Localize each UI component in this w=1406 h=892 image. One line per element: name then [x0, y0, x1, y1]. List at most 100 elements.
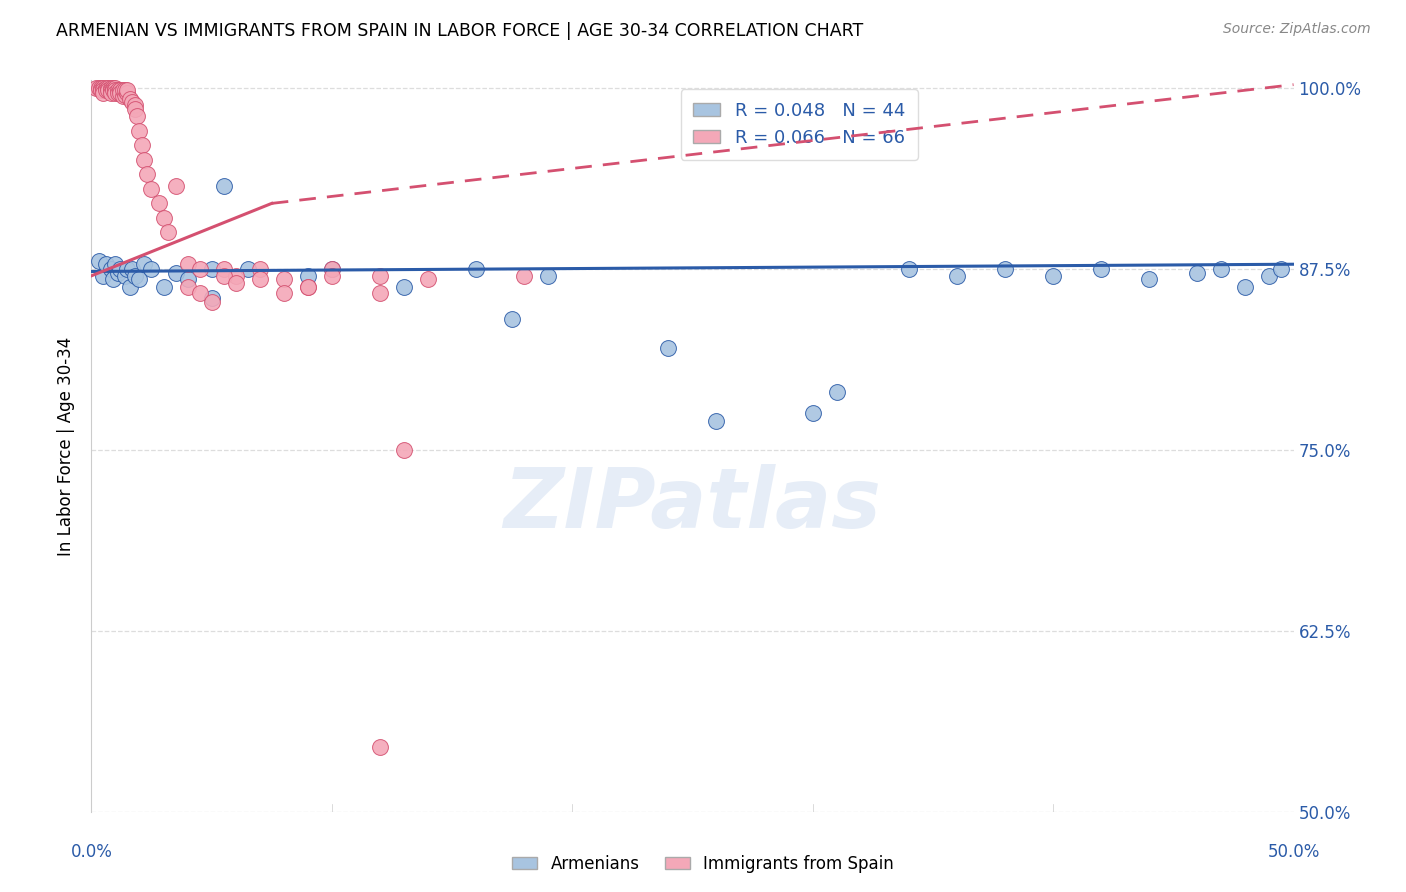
Point	[249, 271, 271, 285]
Point	[201, 261, 224, 276]
Point	[124, 102, 146, 116]
Point	[101, 271, 124, 285]
Point	[131, 138, 153, 153]
Point	[465, 261, 488, 276]
Point	[117, 261, 139, 276]
Point	[93, 80, 115, 95]
Point	[321, 261, 343, 276]
Point	[273, 286, 295, 301]
Point	[165, 179, 187, 194]
Point	[176, 280, 198, 294]
Y-axis label: In Labor Force | Age 30-34: In Labor Force | Age 30-34	[58, 336, 76, 556]
Point	[897, 261, 920, 276]
Point	[1211, 261, 1233, 276]
Point	[93, 83, 115, 97]
Point	[114, 83, 136, 97]
Point	[148, 196, 170, 211]
Point	[93, 87, 115, 101]
Point	[297, 268, 319, 283]
Point	[117, 83, 139, 97]
Point	[118, 92, 141, 106]
Point	[100, 80, 122, 95]
Point	[125, 110, 148, 124]
Point	[100, 83, 122, 97]
Point	[111, 83, 134, 97]
Point	[416, 271, 439, 285]
Point	[107, 83, 129, 97]
Point	[135, 168, 157, 182]
Point	[188, 261, 211, 276]
Point	[107, 266, 129, 280]
Point	[118, 280, 141, 294]
Point	[114, 87, 136, 102]
Point	[165, 266, 187, 280]
Point	[321, 268, 343, 283]
Point	[97, 80, 120, 95]
Legend: R = 0.048   N = 44, R = 0.066   N = 66: R = 0.048 N = 44, R = 0.066 N = 66	[681, 89, 918, 160]
Point	[825, 384, 848, 399]
Point	[84, 80, 107, 95]
Point	[188, 286, 211, 301]
Point	[134, 153, 156, 167]
Point	[87, 254, 110, 268]
Point	[1042, 268, 1064, 283]
Point	[128, 271, 150, 285]
Point	[321, 261, 343, 276]
Point	[513, 268, 536, 283]
Point	[111, 89, 134, 103]
Text: 50.0%: 50.0%	[1267, 843, 1320, 861]
Point	[104, 83, 127, 97]
Point	[94, 257, 117, 271]
Point	[100, 261, 122, 276]
Point	[212, 179, 235, 194]
Point	[392, 442, 415, 457]
Point	[297, 280, 319, 294]
Text: Source: ZipAtlas.com: Source: ZipAtlas.com	[1223, 22, 1371, 37]
Point	[101, 80, 124, 95]
Text: 0.0%: 0.0%	[70, 843, 112, 861]
Point	[104, 80, 127, 95]
Point	[134, 257, 156, 271]
Point	[104, 257, 127, 271]
Point	[110, 83, 132, 97]
Text: ARMENIAN VS IMMIGRANTS FROM SPAIN IN LABOR FORCE | AGE 30-34 CORRELATION CHART: ARMENIAN VS IMMIGRANTS FROM SPAIN IN LAB…	[56, 22, 863, 40]
Point	[97, 83, 120, 97]
Point	[93, 268, 115, 283]
Point	[104, 87, 127, 101]
Point	[117, 87, 139, 101]
Point	[121, 261, 143, 276]
Point	[368, 286, 391, 301]
Point	[392, 280, 415, 294]
Point	[212, 261, 235, 276]
Point	[236, 261, 259, 276]
Point	[176, 257, 198, 271]
Point	[101, 83, 124, 97]
Point	[152, 211, 174, 225]
Point	[141, 261, 163, 276]
Point	[90, 83, 112, 97]
Text: ZIPatlas: ZIPatlas	[503, 464, 882, 545]
Point	[801, 406, 824, 420]
Point	[225, 276, 247, 290]
Legend: Armenians, Immigrants from Spain: Armenians, Immigrants from Spain	[506, 848, 900, 880]
Point	[368, 268, 391, 283]
Point	[212, 268, 235, 283]
Point	[368, 739, 391, 754]
Point	[94, 83, 117, 97]
Point	[110, 261, 132, 276]
Point	[128, 124, 150, 138]
Point	[121, 95, 143, 109]
Point	[1187, 266, 1209, 280]
Point	[152, 280, 174, 294]
Point	[114, 268, 136, 283]
Point	[537, 268, 560, 283]
Point	[225, 268, 247, 283]
Point	[124, 98, 146, 112]
Point	[273, 271, 295, 285]
Point	[1137, 271, 1160, 285]
Point	[107, 87, 129, 101]
Point	[249, 261, 271, 276]
Point	[1090, 261, 1112, 276]
Point	[501, 312, 523, 326]
Point	[90, 80, 112, 95]
